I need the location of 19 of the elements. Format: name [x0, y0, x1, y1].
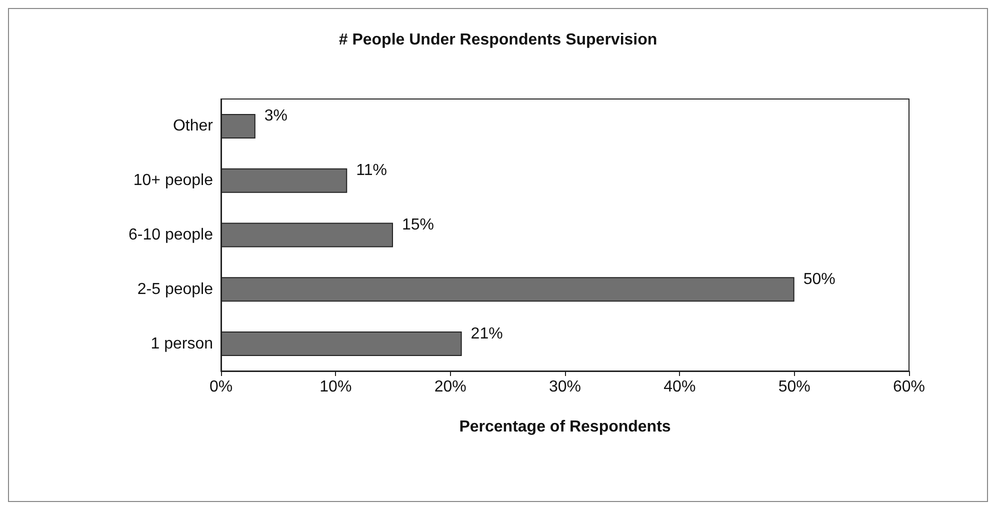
x-tick-label: 30%: [548, 378, 582, 396]
y-tick-label: 6-10 people: [128, 226, 214, 244]
data-label: 11%: [356, 162, 387, 180]
y-tick-label: 2-5 people: [137, 280, 214, 298]
x-tick-label: 60%: [892, 378, 926, 396]
y-tick-label: 1 person: [150, 335, 213, 352]
data-label: 3%: [264, 108, 288, 125]
x-tick-label: 20%: [434, 378, 466, 396]
x-tick-label: 40%: [664, 378, 696, 396]
chart-title: # People Under Respondents Supervision: [338, 32, 658, 48]
x-tick-label: 10%: [320, 378, 352, 396]
y-tick-label: Other: [172, 118, 214, 135]
x-tick-label: 0%: [209, 378, 233, 396]
x-tick-label: 50%: [778, 378, 810, 396]
data-label: 50%: [803, 270, 836, 288]
data-label: 21%: [470, 325, 503, 342]
x-axis-title: Percentage of Respondents: [459, 418, 671, 436]
data-label: 15%: [402, 216, 434, 234]
y-tick-label: 10+ people: [133, 172, 214, 190]
